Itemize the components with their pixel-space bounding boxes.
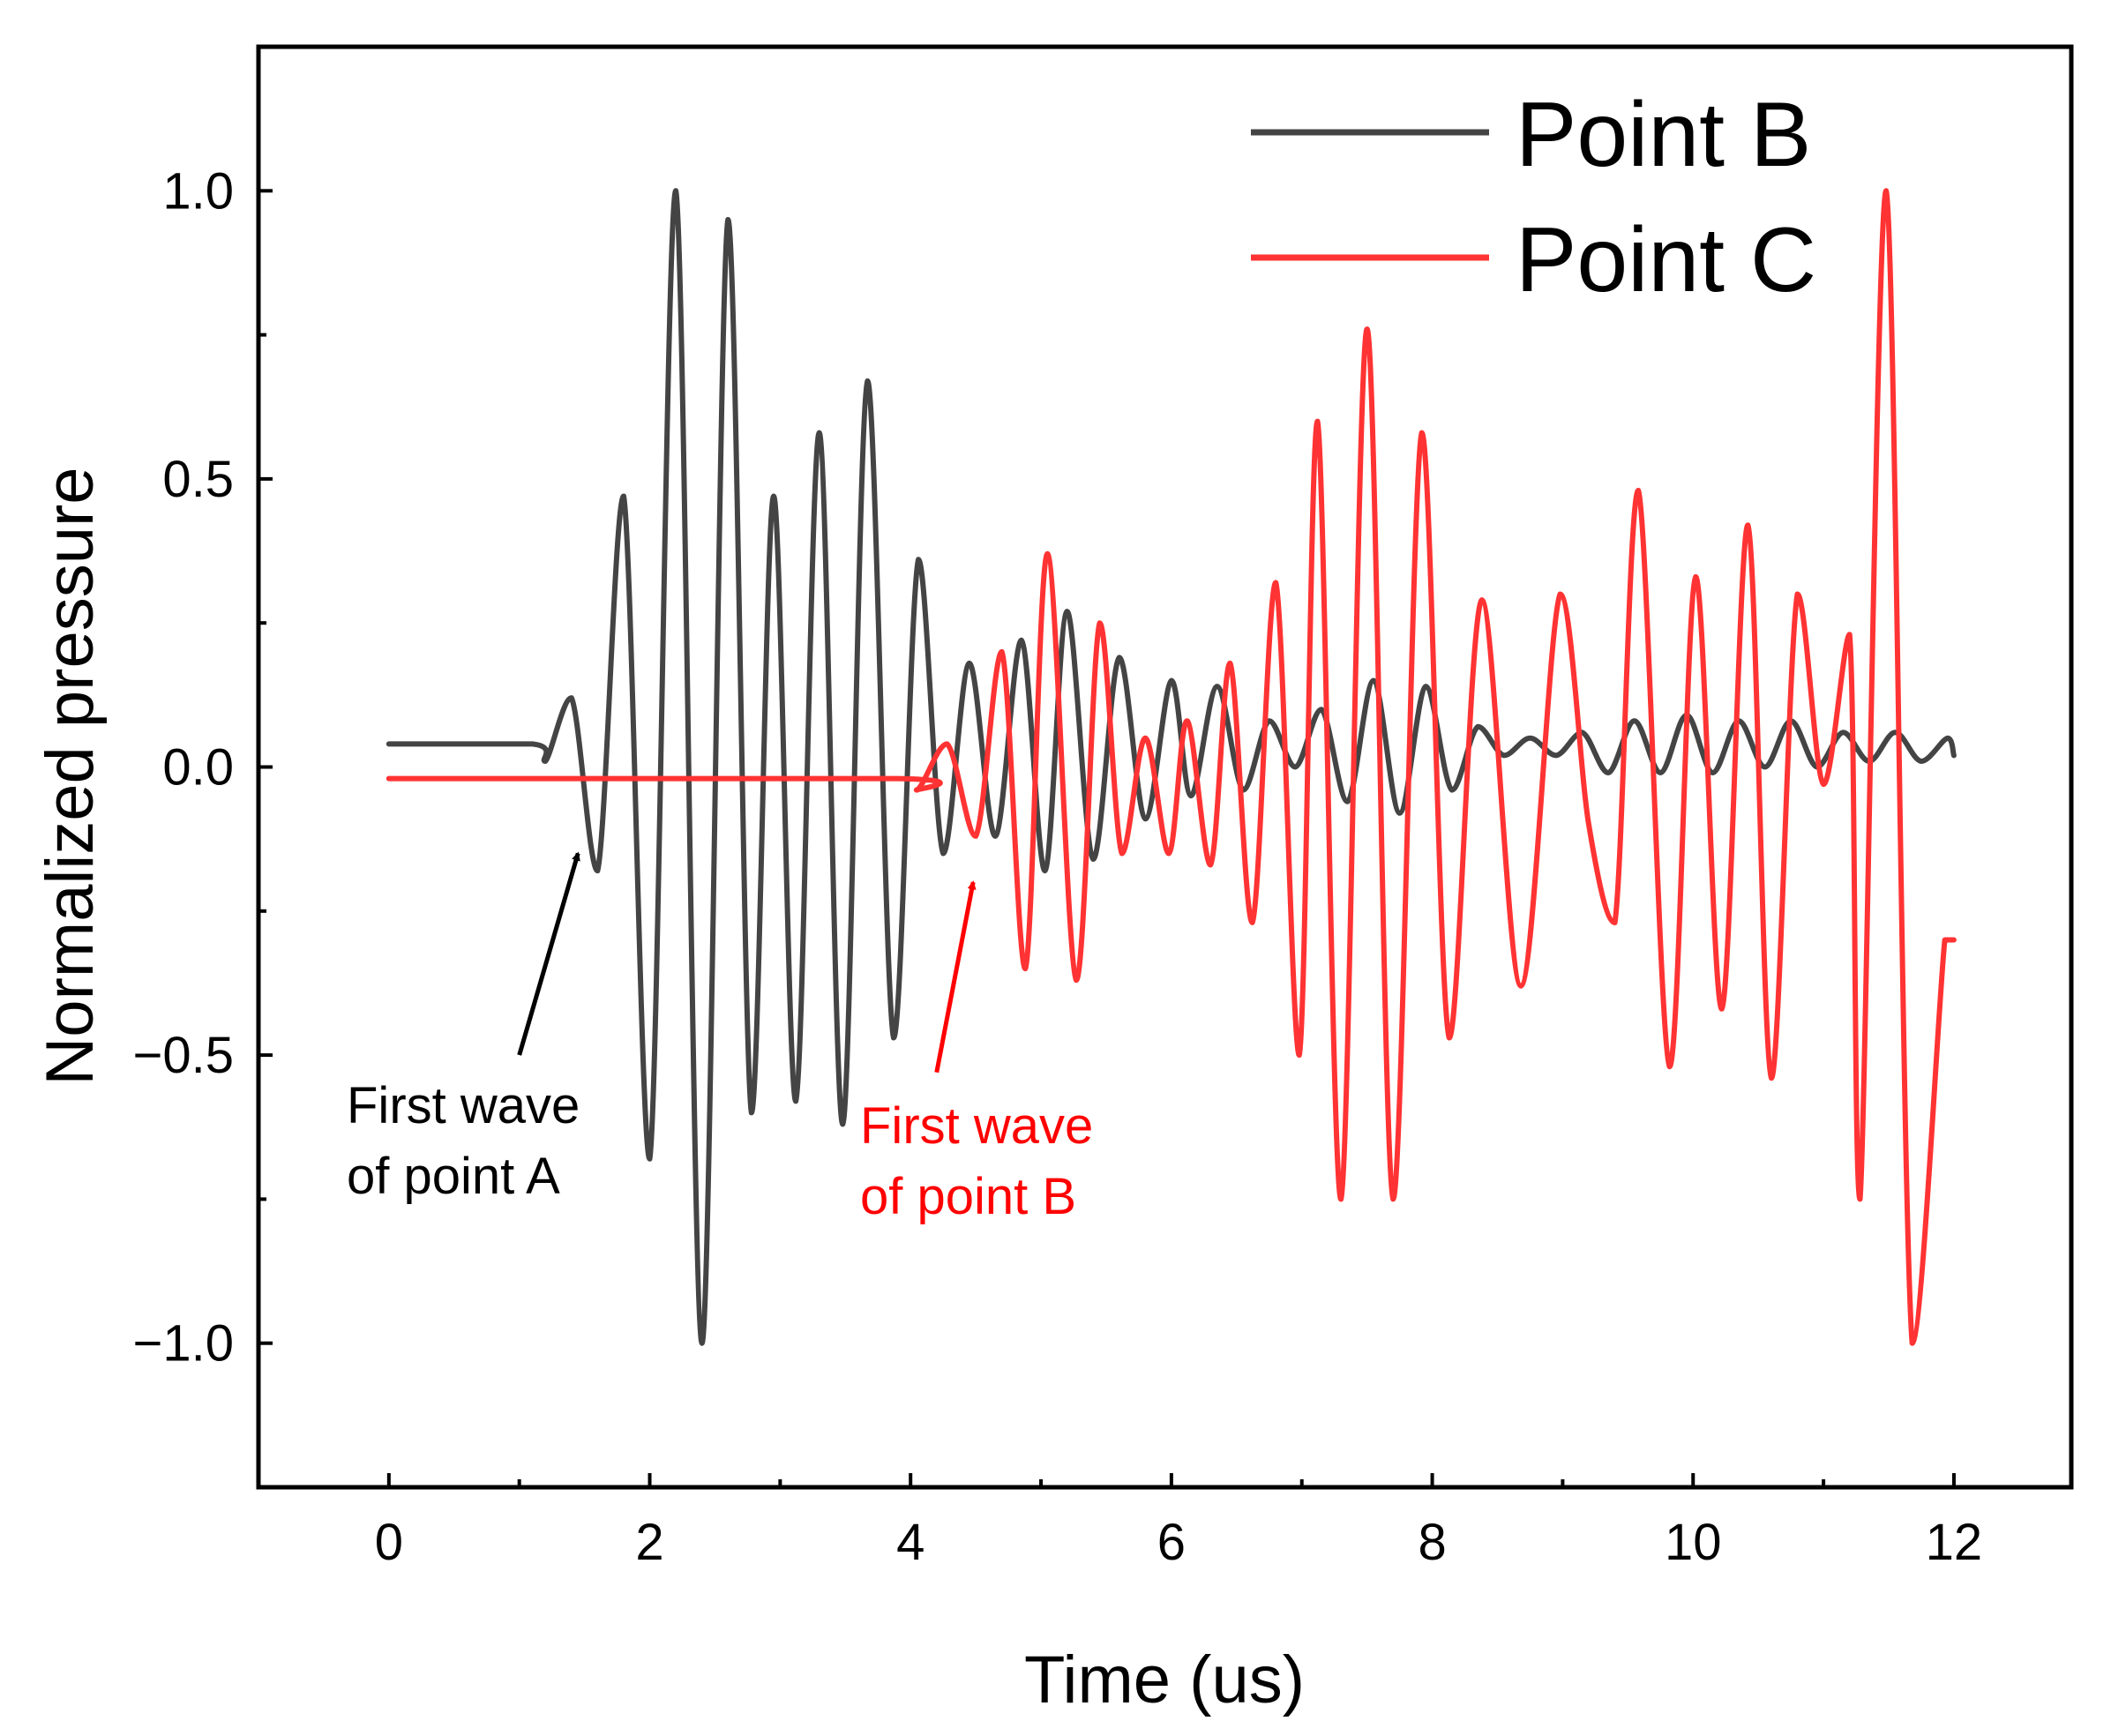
annotation-text: of point B <box>860 1168 1076 1225</box>
series-line-point-b <box>386 188 1957 1346</box>
annotation-text: First wave <box>347 1077 580 1134</box>
annotation-text: of point A <box>347 1148 560 1205</box>
series-lines <box>386 188 1957 1346</box>
x-tick-label: 0 <box>375 1514 403 1571</box>
x-tick-label: 2 <box>635 1514 663 1571</box>
x-axis-title: Time (us) <box>1024 1642 1305 1717</box>
legend-label-point-c: Point C <box>1516 209 1816 311</box>
y-tick-label: 1.0 <box>162 162 234 220</box>
x-tick-label: 8 <box>1418 1514 1446 1571</box>
annotation-arrow <box>517 851 580 1056</box>
legend-label-point-b: Point B <box>1516 84 1811 186</box>
x-axis: 0 2 4 6 8 10 12 <box>375 1473 1982 1571</box>
x-tick-label: 6 <box>1157 1514 1186 1571</box>
annotation-arrow <box>934 880 977 1074</box>
y-axis: 1.0 0.5 0.0 −0.5 −1.0 <box>133 162 273 1373</box>
legend: Point B Point C <box>1251 84 1816 311</box>
annotations: First wave of point A First wave of point B <box>347 851 1093 1225</box>
annotation-text: First wave <box>860 1097 1093 1155</box>
y-tick-label: 0.5 <box>162 451 234 508</box>
y-tick-label: 0.0 <box>162 739 234 797</box>
y-axis-title: Normalized pressure <box>33 467 108 1085</box>
series-line-point-c <box>386 188 1957 1346</box>
x-tick-label: 10 <box>1665 1514 1722 1571</box>
y-tick-label: −0.5 <box>133 1027 235 1084</box>
y-tick-label: −1.0 <box>133 1315 235 1373</box>
x-tick-label: 12 <box>1926 1514 1983 1571</box>
x-tick-label: 4 <box>896 1514 924 1571</box>
